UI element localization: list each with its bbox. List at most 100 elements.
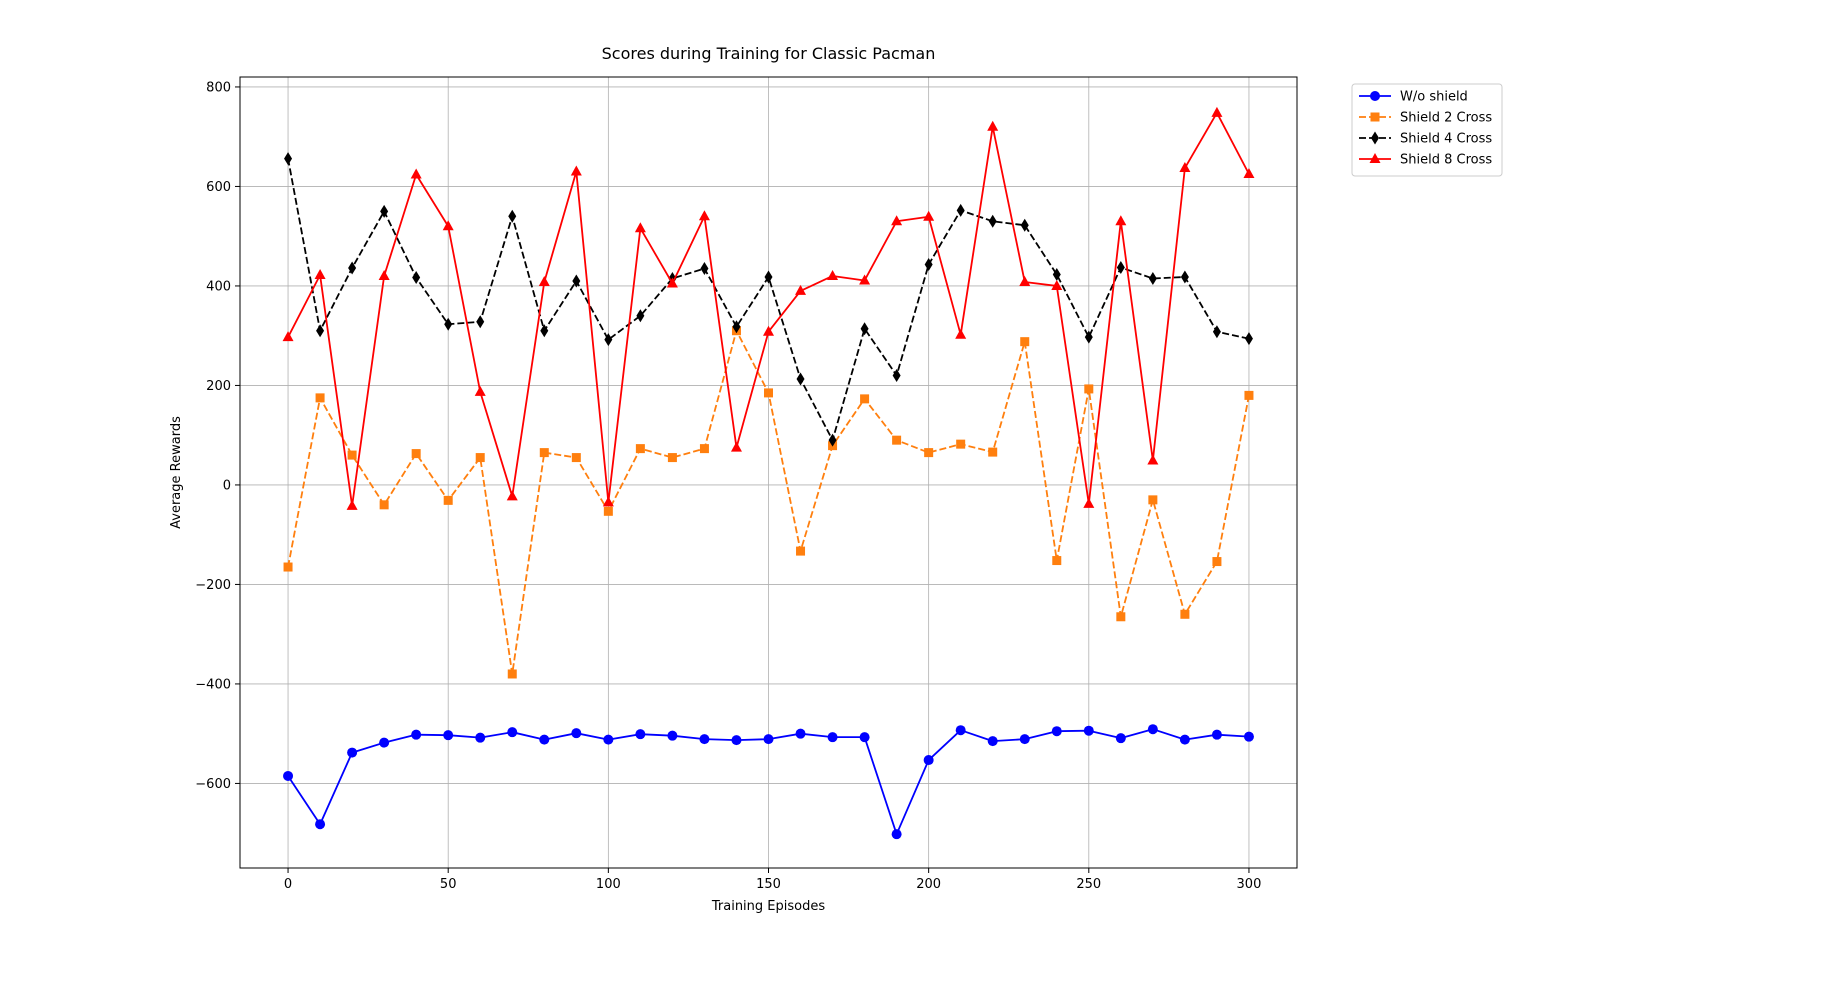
legend-marker bbox=[1371, 131, 1379, 145]
data-point bbox=[1179, 162, 1191, 173]
data-point bbox=[1052, 556, 1062, 566]
data-point bbox=[795, 284, 807, 295]
data-point bbox=[1020, 218, 1029, 232]
data-point bbox=[444, 317, 453, 331]
data-point bbox=[316, 324, 325, 338]
x-tick-label: 200 bbox=[916, 877, 941, 892]
data-point bbox=[283, 562, 293, 572]
data-point bbox=[475, 453, 485, 463]
data-point bbox=[347, 747, 358, 758]
data-point bbox=[346, 499, 358, 510]
data-point bbox=[570, 165, 582, 176]
data-point bbox=[315, 819, 326, 830]
data-point bbox=[956, 203, 965, 217]
data-point bbox=[732, 320, 741, 334]
data-point bbox=[667, 730, 678, 741]
x-tick-label: 300 bbox=[1237, 877, 1262, 892]
data-point bbox=[507, 727, 518, 738]
data-point bbox=[538, 275, 550, 286]
data-point bbox=[1116, 612, 1126, 622]
data-point bbox=[764, 270, 773, 284]
data-point bbox=[1115, 215, 1127, 226]
data-point bbox=[475, 732, 486, 743]
legend: W/o shield Shield 2 Cross Shield 4 Cross Sh… bbox=[1351, 83, 1503, 177]
axes: 0 50 100 150 200 250 300 −600 −400 −200 0 200 400 600… bbox=[195, 80, 1261, 892]
data-point bbox=[442, 220, 454, 231]
data-point bbox=[1115, 733, 1126, 744]
data-point bbox=[988, 214, 997, 228]
data-point bbox=[474, 385, 486, 396]
data-point bbox=[892, 368, 901, 382]
legend-marker bbox=[1370, 91, 1380, 101]
data-point bbox=[924, 258, 933, 272]
data-point bbox=[634, 222, 646, 233]
data-point bbox=[602, 496, 614, 507]
series-4 bbox=[282, 106, 1255, 510]
x-tick-label: 50 bbox=[440, 877, 457, 892]
data-point bbox=[411, 449, 421, 459]
data-point bbox=[924, 448, 934, 458]
data-point bbox=[379, 737, 390, 748]
data-point bbox=[379, 500, 389, 510]
y-tick-label: 600 bbox=[206, 180, 231, 195]
data-point bbox=[1116, 261, 1125, 275]
data-point bbox=[411, 729, 422, 740]
y-tick-label: −200 bbox=[195, 578, 231, 593]
data-point bbox=[699, 444, 709, 454]
data-point bbox=[539, 448, 549, 458]
data-point bbox=[443, 730, 454, 741]
data-point bbox=[347, 450, 357, 460]
data-point bbox=[507, 669, 517, 679]
data-point bbox=[892, 435, 902, 445]
y-tick-label: −600 bbox=[195, 777, 231, 792]
data-point bbox=[539, 734, 550, 745]
data-point bbox=[1243, 168, 1255, 179]
data-point bbox=[571, 728, 582, 739]
data-point bbox=[956, 439, 966, 449]
data-point bbox=[508, 209, 517, 223]
data-point bbox=[731, 735, 742, 746]
data-point bbox=[859, 274, 871, 285]
legend-marker bbox=[1369, 153, 1381, 163]
x-tick-label: 100 bbox=[596, 877, 621, 892]
data-point bbox=[730, 441, 742, 452]
y-axis-label: Average Rewards bbox=[169, 416, 184, 529]
x-tick-label: 0 bbox=[284, 877, 292, 892]
data-point bbox=[1084, 384, 1094, 394]
data-point bbox=[1243, 731, 1254, 742]
data-point bbox=[380, 204, 389, 218]
data-point bbox=[1084, 330, 1093, 344]
data-point bbox=[764, 388, 773, 398]
data-point bbox=[1083, 497, 1095, 508]
data-point bbox=[412, 270, 421, 284]
data-point bbox=[1148, 495, 1158, 505]
data-point bbox=[635, 729, 646, 740]
data-point bbox=[891, 215, 903, 226]
data-point bbox=[284, 152, 293, 166]
data-point bbox=[1211, 106, 1223, 117]
x-tick-label: 250 bbox=[1076, 877, 1101, 892]
data-point bbox=[698, 210, 710, 221]
data-point bbox=[282, 331, 294, 342]
data-point bbox=[506, 490, 518, 501]
data-point bbox=[795, 728, 806, 739]
data-point bbox=[443, 495, 453, 505]
data-point bbox=[763, 734, 774, 745]
data-point bbox=[603, 734, 614, 745]
data-point bbox=[923, 210, 935, 221]
x-tick-label: 150 bbox=[756, 877, 781, 892]
y-tick-label: 400 bbox=[206, 279, 231, 294]
data-point bbox=[860, 394, 870, 404]
data-point bbox=[859, 732, 870, 743]
gridlines bbox=[240, 77, 1297, 868]
legend-label: Shield 4 Cross bbox=[1400, 132, 1492, 147]
data-point bbox=[572, 274, 581, 288]
data-point bbox=[603, 506, 613, 516]
data-point bbox=[1212, 325, 1221, 339]
data-point bbox=[955, 328, 967, 339]
data-point bbox=[1148, 271, 1157, 285]
legend-label: Shield 8 Cross bbox=[1400, 153, 1492, 168]
data-point bbox=[666, 277, 678, 288]
data-point bbox=[1244, 390, 1254, 400]
